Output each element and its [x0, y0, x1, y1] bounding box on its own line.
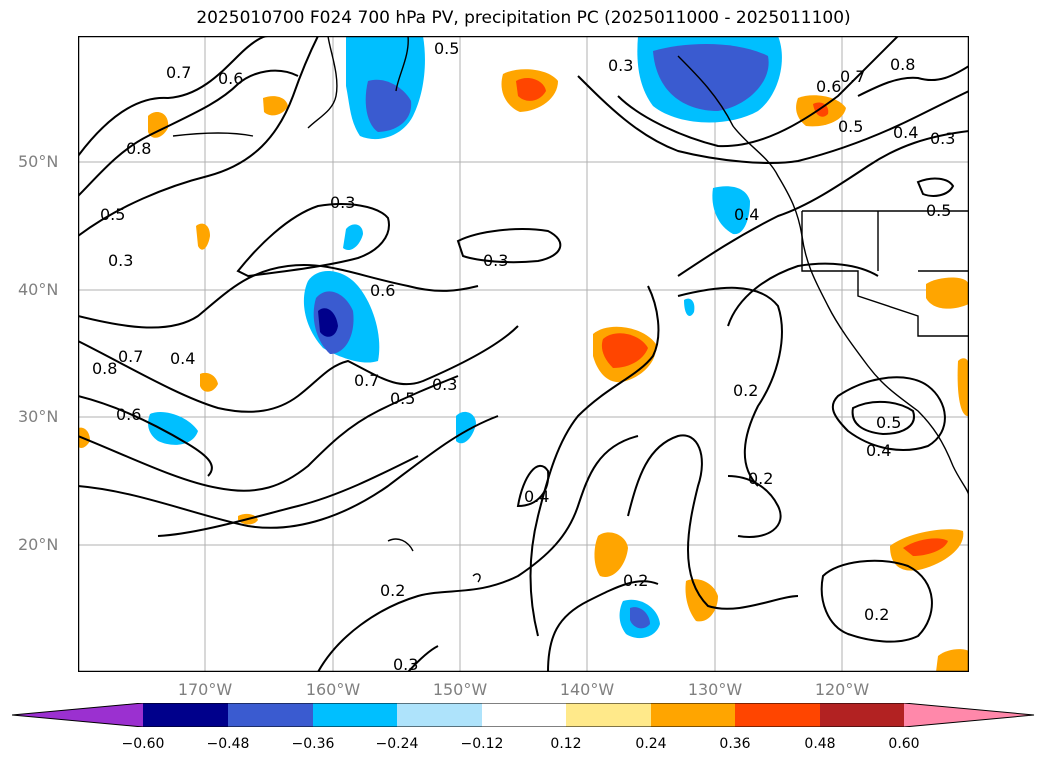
lon-label: 150°W: [432, 680, 488, 699]
contour-label: 0.7: [354, 371, 379, 390]
contour-label: 0.3: [608, 56, 633, 75]
contour-label: 0.8: [890, 55, 915, 74]
lon-label: 160°W: [305, 680, 361, 699]
colorbar-tick: −0.12: [460, 736, 504, 752]
contour-label: 0.2: [748, 469, 773, 488]
contour-label: 0.3: [432, 375, 457, 394]
contour-label: 0.6: [370, 281, 395, 300]
contour-label: 0.4: [893, 123, 918, 142]
colorbar: [12, 703, 1035, 727]
colorbar-bin: [482, 703, 566, 727]
contour-label: 0.4: [170, 349, 195, 368]
contour-label: 0.8: [92, 359, 117, 378]
lat-label: 50°N: [18, 152, 59, 171]
contour-label: 0.6: [218, 69, 243, 88]
lon-label: 130°W: [687, 680, 743, 699]
lon-label: 170°W: [177, 680, 233, 699]
contour-label: 0.5: [390, 389, 415, 408]
contour-label: 0.3: [483, 251, 508, 270]
contour-label: 0.4: [866, 441, 891, 460]
colorbar-tick: 0.24: [635, 736, 667, 752]
contour-label: 0.7: [840, 67, 865, 86]
contour-label: 0.2: [733, 381, 758, 400]
contour-label: 0.6: [816, 77, 841, 96]
colorbar-tick: 0.36: [719, 736, 751, 752]
colorbar-bin: [228, 703, 313, 727]
contour-label: 0.4: [734, 205, 759, 224]
contour-label: 0.2: [623, 571, 648, 590]
colorbar-tick: −0.60: [121, 736, 165, 752]
contour-label: 0.7: [118, 347, 143, 366]
lat-label: 30°N: [18, 407, 59, 426]
contour-label: 0.5: [100, 205, 125, 224]
colorbar-bin: [313, 703, 397, 727]
contour-labels: 0.7 0.6 0.8 0.5 0.3 0.3 0.3 0.6 0.7 0.4 …: [92, 39, 955, 672]
lat-label: 40°N: [18, 280, 59, 299]
contour-label: 0.5: [434, 39, 459, 58]
contour-label: 0.3: [330, 193, 355, 212]
contour-label: 0.5: [876, 413, 901, 432]
colorbar-extend-low: [12, 703, 143, 727]
contour-label: 0.4: [524, 487, 549, 506]
graticule: [78, 36, 969, 672]
coastlines: [172, 36, 969, 583]
colorbar-bin: [820, 703, 904, 727]
map-title: 2025010700 F024 700 hPa PV, precipitatio…: [196, 8, 851, 28]
colorbar-tick: −0.24: [375, 736, 419, 752]
colorbar-bin: [143, 703, 228, 727]
contour-label: 0.8: [126, 139, 151, 158]
lon-label: 120°W: [814, 680, 870, 699]
map-frame: [78, 36, 969, 672]
colorbar-tick: 0.48: [804, 736, 836, 752]
colorbar-extend-high: [904, 703, 1034, 727]
colorbar-bin: [651, 703, 735, 727]
contour-label: 0.5: [838, 117, 863, 136]
lon-label: 140°W: [559, 680, 615, 699]
contour-label: 0.3: [930, 129, 955, 148]
contour-label: 0.3: [393, 655, 418, 672]
colorbar-tick: 0.60: [888, 736, 920, 752]
pv-contours: [78, 36, 969, 672]
colorbar-bin: [735, 703, 820, 727]
lat-label: 20°N: [18, 535, 59, 554]
contour-label: 0.2: [864, 605, 889, 624]
map-panel: 0.7 0.6 0.8 0.5 0.3 0.3 0.3 0.6 0.7 0.4 …: [78, 36, 969, 672]
contour-label: 0.6: [116, 405, 141, 424]
colorbar-tick: 0.12: [550, 736, 582, 752]
contour-label: 0.5: [926, 201, 951, 220]
contour-label: 0.7: [166, 63, 191, 82]
colorbar-tick: −0.36: [291, 736, 335, 752]
colorbar-tick: −0.48: [206, 736, 250, 752]
contour-label: 0.2: [380, 581, 405, 600]
precip-shading: [78, 36, 969, 672]
colorbar-bin: [397, 703, 482, 727]
colorbar-bin: [566, 703, 651, 727]
contour-label: 0.3: [108, 251, 133, 270]
